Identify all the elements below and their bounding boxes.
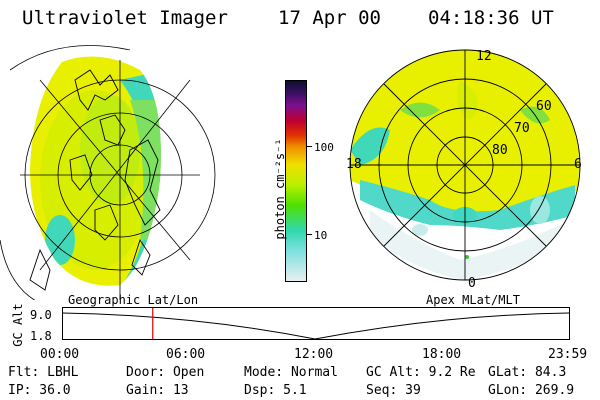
timeline-frame — [62, 307, 570, 340]
geographic-grid — [0, 45, 216, 300]
info-glat: GLat: 84.3 — [488, 365, 567, 380]
lat-label-70: 70 — [514, 121, 530, 136]
timeline-xtick-2: 12:00 — [294, 347, 334, 362]
colorbar-tick-100 — [306, 146, 312, 147]
info-ip: IP: 36.0 — [8, 383, 71, 398]
timeline-plot — [62, 307, 570, 340]
timeline-xtick-4: 23:59 — [548, 347, 588, 362]
info-glon: GLon: 269.9 — [488, 383, 575, 398]
info-seq: Seq: 39 — [366, 383, 421, 398]
mlt-label-12: 12 — [476, 49, 492, 64]
colorbar-label-10: 10 — [314, 229, 328, 242]
info-gain: Gain: 13 — [126, 383, 189, 398]
timeline-ylabel-box: GC Alt — [6, 303, 30, 347]
orbit-altitude-curve — [62, 312, 570, 340]
aurora-image-geographic — [30, 56, 161, 286]
info-mode: Mode: Normal — [244, 365, 338, 380]
timeline-xtick-0: 00:00 — [40, 347, 80, 362]
info-dsp: Dsp: 5.1 — [244, 383, 307, 398]
polar-plot: 12 18 6 0 60 70 80 — [346, 49, 582, 290]
timeline-xtick-1: 06:00 — [166, 347, 206, 362]
left-map-label: Geographic Lat/Lon — [68, 293, 199, 307]
right-map-label: Apex MLat/MLT — [426, 293, 520, 307]
colorbar-tick-10 — [306, 234, 312, 235]
colorbar-label-100: 100 — [314, 141, 334, 154]
colorbar-unit-label: photon cm⁻²s⁻¹ — [273, 138, 287, 240]
timeline-ytick-high: 9.0 — [30, 308, 52, 322]
info-filter: Flt: LBHL — [8, 365, 79, 380]
mlt-label-0: 0 — [468, 276, 476, 290]
info-door: Door: Open — [126, 365, 205, 380]
lat-label-80: 80 — [492, 143, 508, 158]
timeline-xtick-3: 18:00 — [422, 347, 462, 362]
timeline-ytick-low: 1.8 — [30, 329, 52, 343]
polar-grid — [349, 49, 581, 281]
instrument-title: Ultraviolet Imager — [22, 7, 228, 29]
mlt-label-18: 18 — [346, 157, 362, 172]
mlt-label-6: 6 — [574, 157, 582, 172]
lat-label-60: 60 — [536, 99, 552, 114]
date-label: 17 Apr 00 — [278, 7, 381, 29]
coastlines — [29, 69, 161, 291]
geographic-map — [0, 45, 216, 300]
timeline-ylabel: GC Alt — [11, 303, 25, 347]
colorbar — [285, 80, 307, 282]
time-label: 04:18:36 UT — [428, 7, 554, 29]
info-gc-alt: GC Alt: 9.2 Re — [366, 365, 476, 380]
